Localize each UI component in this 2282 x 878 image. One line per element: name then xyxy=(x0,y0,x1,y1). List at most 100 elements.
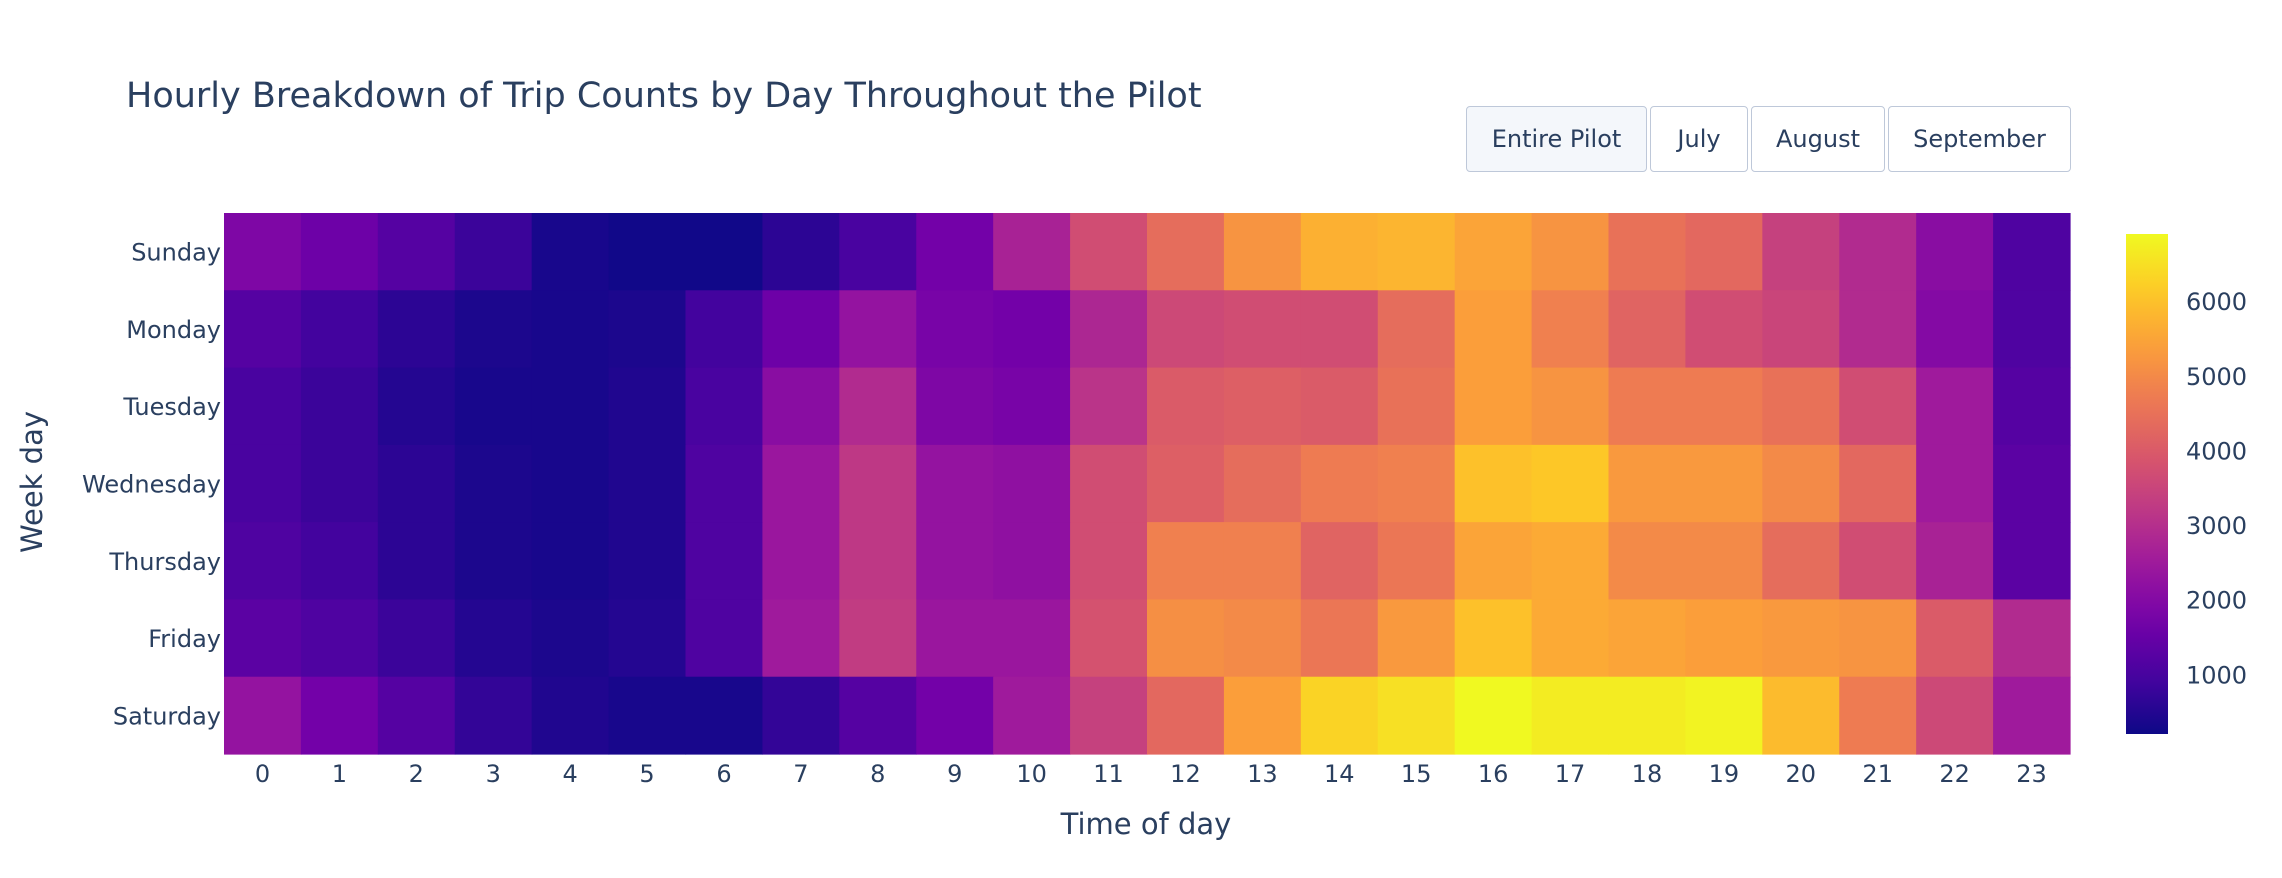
heatmap-cell-thursday-11 xyxy=(1070,522,1148,601)
x-tick-label: 0 xyxy=(255,760,270,788)
heatmap-cell-wednesday-13 xyxy=(1223,444,1302,523)
heatmap-cell-sunday-4 xyxy=(531,213,610,291)
x-tick-label: 7 xyxy=(793,760,808,788)
heatmap-cell-thursday-10 xyxy=(993,522,1071,601)
heatmap-cell-friday-3 xyxy=(454,599,533,678)
entire-pilot-button[interactable]: Entire Pilot xyxy=(1466,106,1647,172)
heatmap-cell-sunday-15 xyxy=(1377,213,1456,291)
x-tick-label: 4 xyxy=(562,760,577,788)
heatmap-cell-thursday-19 xyxy=(1685,522,1763,601)
x-axis-label: Time of day xyxy=(1060,807,1232,841)
heatmap-cell-sunday-2 xyxy=(377,213,456,291)
heatmap-cell-monday-17 xyxy=(1531,290,1610,369)
heatmap-cell-wednesday-1 xyxy=(300,444,379,523)
heatmap-cell-saturday-20 xyxy=(1762,676,1840,755)
heatmap-cell-thursday-16 xyxy=(1454,522,1533,601)
heatmap-cell-thursday-21 xyxy=(1839,522,1917,601)
heatmap-cell-thursday-23 xyxy=(1993,522,2071,601)
x-tick-label: 12 xyxy=(1170,760,1201,788)
heatmap-cell-thursday-0 xyxy=(224,522,302,601)
heatmap-cell-tuesday-2 xyxy=(377,367,456,446)
heatmap-cell-saturday-22 xyxy=(1916,676,1994,755)
heatmap-cell-sunday-22 xyxy=(1916,213,1994,291)
heatmap-cell-friday-11 xyxy=(1070,599,1148,678)
heatmap-cell-thursday-12 xyxy=(1147,522,1225,601)
heatmap-cell-tuesday-8 xyxy=(839,367,917,446)
x-tick-label: 9 xyxy=(947,760,962,788)
heatmap-cell-friday-5 xyxy=(608,599,687,678)
heatmap-cell-saturday-3 xyxy=(454,676,533,755)
heatmap-cell-saturday-13 xyxy=(1223,676,1302,755)
heatmap-cell-saturday-8 xyxy=(839,676,917,755)
heatmap-cell-monday-13 xyxy=(1223,290,1302,369)
heatmap-cell-thursday-1 xyxy=(300,522,379,601)
heatmap-cell-monday-20 xyxy=(1762,290,1840,369)
x-tick-label: 13 xyxy=(1247,760,1278,788)
heatmap-cell-sunday-6 xyxy=(685,213,764,291)
x-tick-label: 23 xyxy=(2016,760,2047,788)
heatmap-cell-wednesday-8 xyxy=(839,444,917,523)
heatmap-cell-saturday-17 xyxy=(1531,676,1610,755)
heatmap-cell-monday-15 xyxy=(1377,290,1456,369)
heatmap-cell-friday-16 xyxy=(1454,599,1533,678)
heatmap-cell-thursday-3 xyxy=(454,522,533,601)
heatmap-cell-friday-14 xyxy=(1300,599,1379,678)
heatmap-cell-monday-14 xyxy=(1300,290,1379,369)
heatmap-cell-friday-6 xyxy=(685,599,764,678)
heatmap-cell-monday-7 xyxy=(762,290,840,369)
heatmap-cell-sunday-11 xyxy=(1070,213,1148,291)
heatmap-cell-friday-18 xyxy=(1608,599,1687,678)
heatmap-cell-tuesday-1 xyxy=(300,367,379,446)
heatmap-cell-saturday-5 xyxy=(608,676,687,755)
heatmap-cell-monday-22 xyxy=(1916,290,1994,369)
heatmap-cell-wednesday-6 xyxy=(685,444,764,523)
x-tick-label: 16 xyxy=(1478,760,1509,788)
colorbar-tick-label: 2000 xyxy=(2186,587,2247,615)
colorbar-ticks: 1000 2000 3000 4000 5000 6000 xyxy=(2186,288,2247,689)
heatmap-cell-saturday-1 xyxy=(300,676,379,755)
heatmap-cell-monday-4 xyxy=(531,290,610,369)
colorbar-tick-label: 6000 xyxy=(2186,288,2247,316)
heatmap-cell-wednesday-18 xyxy=(1608,444,1687,523)
heatmap-cell-saturday-12 xyxy=(1147,676,1225,755)
heatmap-cell-sunday-17 xyxy=(1531,213,1610,291)
heatmap-cell-wednesday-9 xyxy=(916,444,994,523)
heatmap-cell-wednesday-16 xyxy=(1454,444,1533,523)
heatmap-cell-monday-19 xyxy=(1685,290,1763,369)
y-axis-label: Week day xyxy=(15,411,49,553)
heatmap-cell-wednesday-20 xyxy=(1762,444,1840,523)
y-axis-ticks: Sunday Monday Tuesday Wednesday Thursday Frid… xyxy=(82,239,221,731)
heatmap-cell-thursday-2 xyxy=(377,522,456,601)
august-button[interactable]: August xyxy=(1751,106,1885,172)
heatmap-cell-saturday-14 xyxy=(1300,676,1379,755)
heatmap-cell-friday-1 xyxy=(300,599,379,678)
x-tick-label: 11 xyxy=(1093,760,1124,788)
heatmap-cell-friday-0 xyxy=(224,599,302,678)
heatmap-cells xyxy=(224,213,2071,755)
heatmap-cell-monday-16 xyxy=(1454,290,1533,369)
heatmap-cell-saturday-2 xyxy=(377,676,456,755)
colorbar xyxy=(2126,234,2168,734)
heatmap-cell-friday-21 xyxy=(1839,599,1917,678)
x-tick-label: 6 xyxy=(716,760,731,788)
heatmap-cell-tuesday-17 xyxy=(1531,367,1610,446)
heatmap-cell-wednesday-14 xyxy=(1300,444,1379,523)
heatmap-cell-monday-21 xyxy=(1839,290,1917,369)
heatmap-cell-wednesday-7 xyxy=(762,444,840,523)
x-axis-ticks: 0 1 2 3 4 5 6 7 8 9 10 11 12 13 14 15 16 17 18 19 20 21 22 23 xyxy=(255,760,2047,788)
july-button[interactable]: July xyxy=(1650,106,1748,172)
heatmap-cell-monday-10 xyxy=(993,290,1071,369)
heatmap-cell-friday-20 xyxy=(1762,599,1840,678)
x-tick-label: 8 xyxy=(870,760,885,788)
heatmap-cell-sunday-18 xyxy=(1608,213,1687,291)
heatmap-cell-tuesday-18 xyxy=(1608,367,1687,446)
heatmap-cell-wednesday-15 xyxy=(1377,444,1456,523)
heatmap-cell-thursday-22 xyxy=(1916,522,1994,601)
heatmap-cell-tuesday-4 xyxy=(531,367,610,446)
heatmap-cell-wednesday-21 xyxy=(1839,444,1917,523)
heatmap-cell-thursday-18 xyxy=(1608,522,1687,601)
heatmap-cell-sunday-5 xyxy=(608,213,687,291)
september-button[interactable]: September xyxy=(1888,106,2071,172)
heatmap-cell-thursday-6 xyxy=(685,522,764,601)
y-tick-label: Friday xyxy=(148,625,221,653)
